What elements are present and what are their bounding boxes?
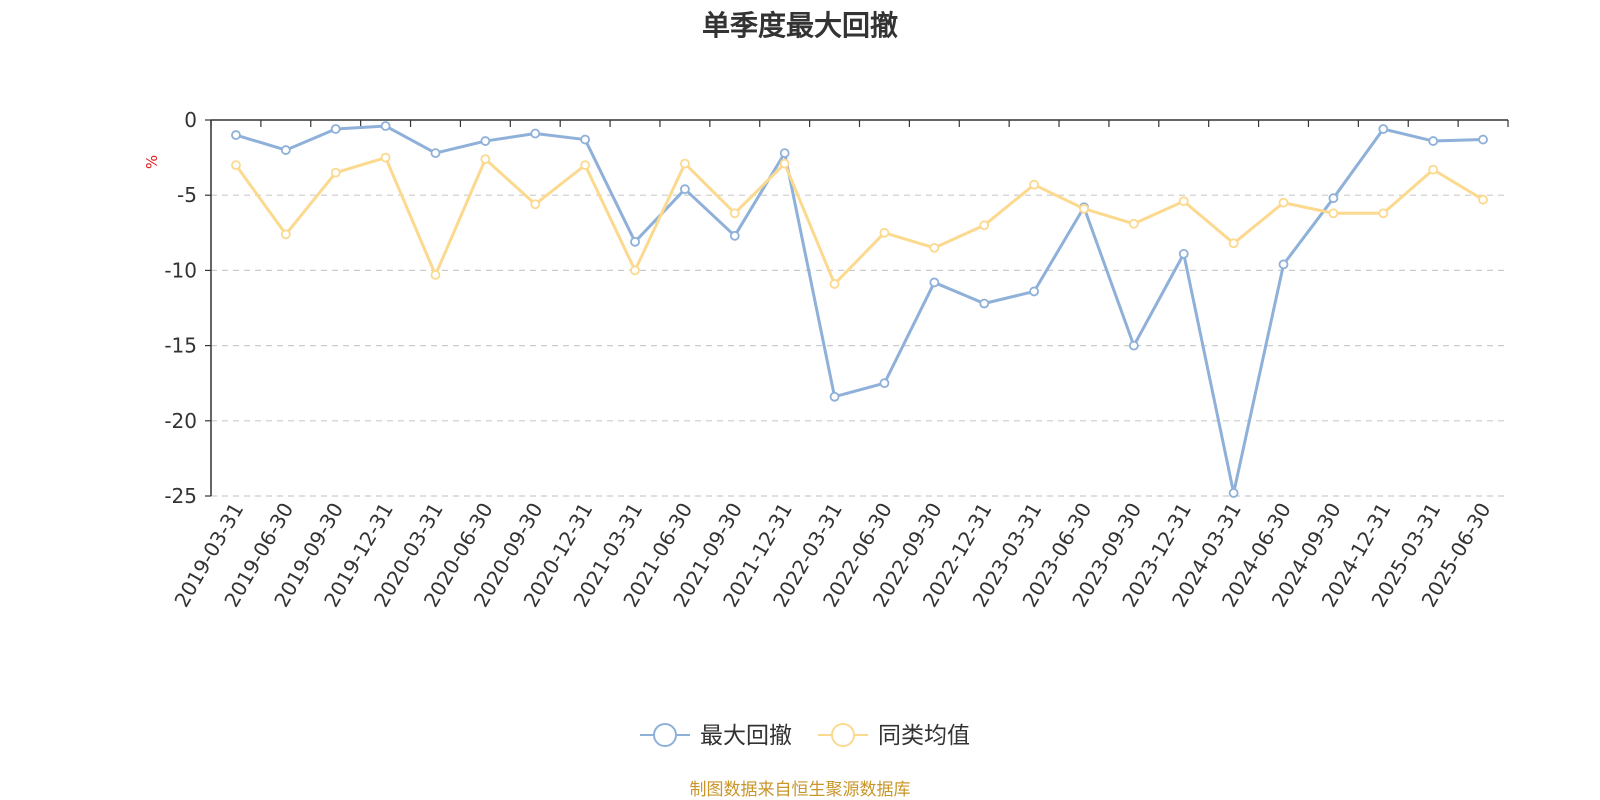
data-point <box>680 184 690 195</box>
legend-marker-1 <box>653 723 677 747</box>
data-point <box>1029 286 1039 297</box>
data-point <box>231 130 241 140</box>
data-point <box>280 229 291 240</box>
y-tick-label: 0 <box>184 108 197 132</box>
data-point <box>1428 164 1439 175</box>
data-point <box>779 158 790 169</box>
chart-title: 单季度最大回撤 <box>701 9 898 42</box>
data-point <box>979 298 990 309</box>
y-tick-label: -10 <box>164 258 197 282</box>
data-point <box>1128 218 1139 229</box>
data-point <box>1328 208 1339 219</box>
data-point <box>879 378 890 389</box>
source-note: 制图数据来自恒生聚源数据库 <box>689 780 911 800</box>
data-point <box>1278 259 1289 270</box>
data-point <box>530 128 541 139</box>
legend-label-2: 同类均值 <box>878 723 970 749</box>
data-point <box>829 279 840 289</box>
data-point <box>1378 124 1389 134</box>
data-point <box>480 136 491 146</box>
data-point <box>380 121 391 131</box>
data-point <box>1378 208 1389 219</box>
data-point <box>979 220 990 231</box>
data-point <box>1478 194 1488 205</box>
legend-marker-2 <box>831 723 855 747</box>
data-point <box>430 270 441 280</box>
data-point <box>330 167 341 178</box>
data-point <box>1178 196 1189 207</box>
data-point <box>580 134 591 145</box>
y-tick-label: -15 <box>164 334 197 358</box>
data-point <box>280 145 291 155</box>
data-point <box>231 160 241 171</box>
data-point <box>380 152 391 163</box>
data-point <box>1478 134 1488 145</box>
data-point <box>530 199 541 210</box>
data-point <box>779 148 790 158</box>
data-point <box>1228 238 1239 249</box>
data-point <box>1278 197 1289 208</box>
legend-label-1: 最大回撤 <box>700 723 792 749</box>
y-tick-label: -5 <box>177 183 197 207</box>
data-point <box>630 236 640 247</box>
data-point <box>729 208 740 219</box>
data-point <box>1178 248 1189 259</box>
data-point <box>580 160 591 171</box>
series-line-1 <box>234 124 1485 495</box>
data-point <box>630 265 640 276</box>
data-point <box>1079 203 1089 214</box>
series-line-2 <box>234 156 1485 286</box>
data-point <box>330 124 341 134</box>
data-point <box>1128 340 1139 351</box>
data-point <box>879 227 890 238</box>
data-point <box>929 277 940 288</box>
data-point <box>480 154 491 165</box>
data-point <box>929 242 940 253</box>
data-point <box>1328 193 1339 204</box>
y-axis-label: % <box>143 155 161 169</box>
y-tick-label: -25 <box>164 484 197 508</box>
data-point <box>729 230 740 241</box>
data-point <box>680 158 690 169</box>
data-point <box>1228 488 1239 498</box>
line-chart: 0-5-10-15-20-25%2019-03-312019-06-302019… <box>143 108 1509 749</box>
y-tick-label: -20 <box>164 409 197 433</box>
data-point <box>430 148 441 158</box>
data-point <box>829 391 840 402</box>
data-point <box>1428 136 1439 146</box>
data-point <box>1029 179 1039 190</box>
